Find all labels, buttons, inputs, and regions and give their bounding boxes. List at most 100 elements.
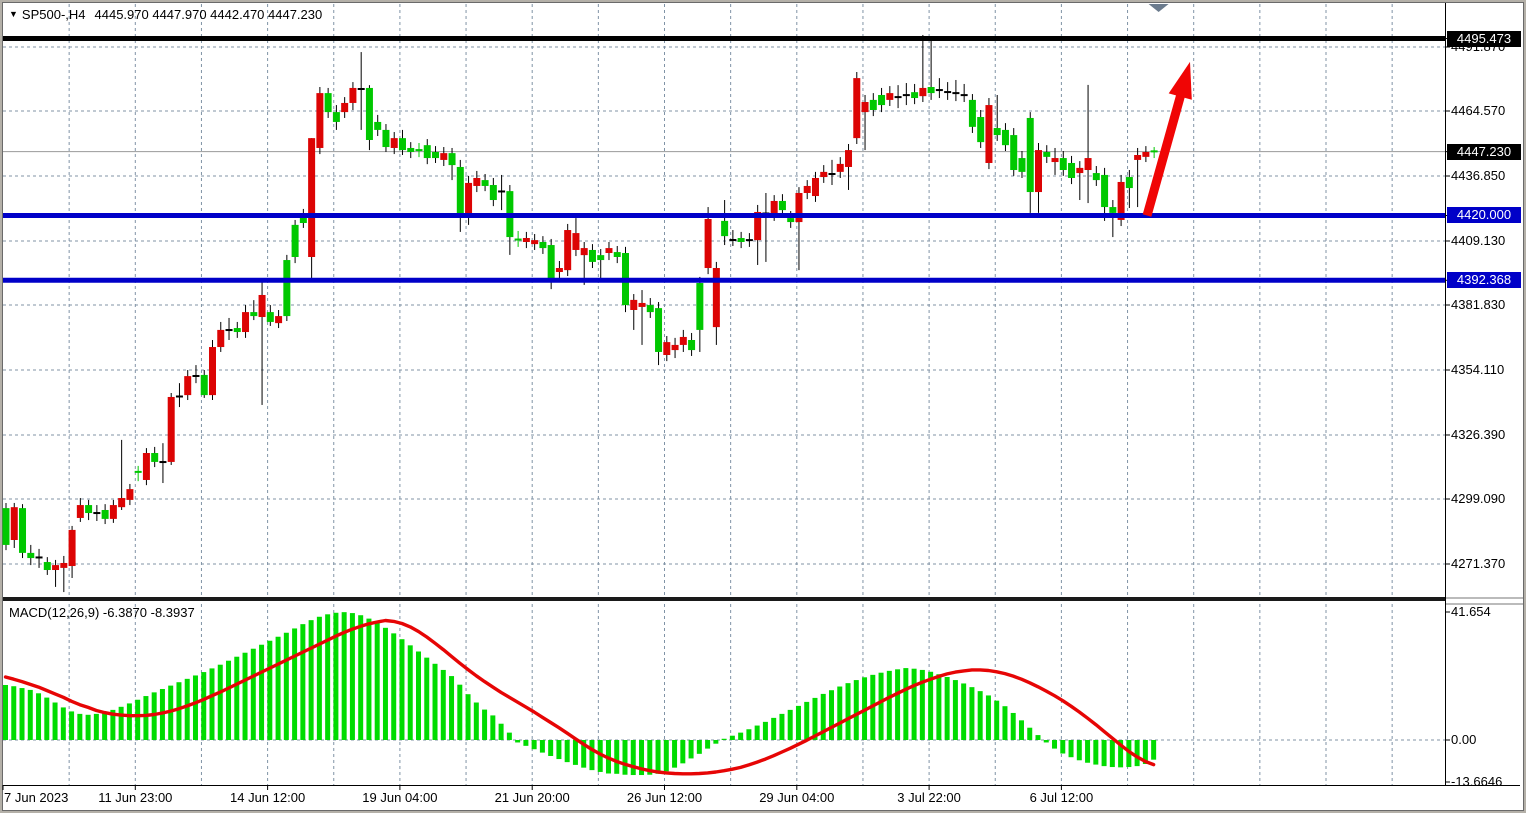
time-axis-label[interactable]: 11 Jun 23:00 (98, 790, 173, 805)
macd-bar (69, 711, 75, 740)
candle-body-bull (1001, 129, 1009, 146)
time-axis-label[interactable]: 7 Jun 2023 (4, 790, 69, 805)
macd-bar (382, 627, 388, 740)
chart-shift-marker-icon[interactable] (1148, 4, 1169, 12)
candle-body-bear (258, 294, 266, 318)
candle-body-bear (167, 396, 175, 462)
macd-bar (531, 740, 537, 750)
macd-bar (630, 740, 636, 776)
macd-bar (341, 612, 347, 740)
macd-bar (1126, 740, 1132, 768)
time-axis-label[interactable]: 3 Jul 22:00 (897, 790, 961, 805)
candle-body-bull (1059, 158, 1067, 171)
macd-bar (1043, 740, 1049, 743)
time-axis-label[interactable]: 21 Jun 20:00 (494, 790, 570, 805)
candle-body-bear (770, 200, 778, 216)
price-tick-label: 4436.850 (1451, 167, 1506, 183)
macd-bar (944, 677, 950, 740)
macd-bar (589, 740, 595, 771)
time-axis-label[interactable]: 19 Jun 04:00 (362, 790, 438, 805)
macd-bar (878, 672, 884, 740)
macd-bar (622, 740, 628, 775)
macd-bar (36, 693, 42, 740)
candle-body-bear (795, 192, 803, 223)
macd-bar (1142, 740, 1148, 764)
trend-arrow-icon[interactable] (1142, 61, 1192, 217)
macd-bar (1018, 720, 1024, 740)
candle-body-bull (547, 245, 555, 283)
time-axis-label[interactable]: 6 Jul 12:00 (1029, 790, 1094, 805)
candle-body-bull (85, 505, 93, 514)
candle-body-bear (242, 312, 250, 333)
candle-body-bull (233, 328, 241, 333)
macd-bar (316, 616, 322, 740)
candle-body-bear (68, 529, 76, 567)
candle-body-bull (878, 94, 886, 106)
candle-body-bull (365, 87, 373, 140)
candle-body-bear (845, 150, 853, 167)
candle-body-bull (481, 180, 489, 186)
macd-bar (399, 639, 405, 740)
macd-bar (482, 709, 488, 740)
price-tick-label: 4271.370 (1451, 555, 1506, 571)
macd-bar (300, 624, 306, 740)
macd-bar (581, 740, 587, 768)
candle-body-bear (638, 302, 646, 307)
price-tick-label: 4409.130 (1451, 232, 1506, 248)
macd-bar (275, 636, 281, 740)
macd-bar (283, 632, 289, 740)
candle-body-bull (1026, 117, 1034, 193)
macd-bar (746, 729, 752, 740)
candle-body-bull (1043, 151, 1051, 157)
candle-body-bull (250, 312, 258, 317)
macd-bar (118, 706, 124, 740)
macd-bar (85, 714, 91, 740)
macd-bar (1109, 740, 1115, 768)
price-tick-label: 4299.090 (1451, 490, 1506, 506)
macd-bar (952, 680, 958, 740)
candle-body-bear (555, 268, 563, 273)
candle-body-bull (597, 255, 605, 261)
candle-body-bear (1076, 167, 1084, 174)
candle-body-bear (836, 163, 844, 172)
macd-bar (308, 620, 314, 740)
panel-divider[interactable] (3, 597, 1445, 601)
time-axis-label[interactable]: 29 Jun 04:00 (759, 790, 835, 805)
macd-bar (705, 740, 711, 749)
macd-bar (919, 669, 925, 740)
macd-bar (1052, 740, 1058, 749)
symbol-dropdown-triangle-icon[interactable]: ▼ (9, 9, 18, 19)
candle-body-bear (308, 138, 316, 257)
candle-body-bear (704, 219, 712, 269)
candle-body-bull (911, 92, 919, 99)
candle-body-bear (820, 171, 828, 178)
candle-body-bull (407, 147, 415, 152)
macd-bar (1010, 712, 1016, 740)
macd-bar (1002, 706, 1008, 740)
candle-body-bear (580, 248, 588, 256)
ohlc-readout: 4445.970 4447.970 4442.470 4447.230 (94, 7, 323, 22)
candle-body-bull (1018, 158, 1026, 172)
macd-bar (523, 740, 529, 746)
candle-body-bull (489, 185, 497, 201)
macd-bar (407, 645, 413, 740)
candle-body-bear (1051, 158, 1059, 163)
candle-body-bear (142, 453, 150, 480)
time-axis-label[interactable]: 26 Jun 12:00 (626, 790, 703, 805)
macd-bar (226, 660, 232, 740)
candle-body-bull (200, 374, 208, 396)
chart-title: ▼ SP500-,H4 4445.970 4447.970 4442.470 444… (9, 7, 322, 22)
macd-bar (192, 675, 198, 740)
time-axis-label[interactable]: 14 Jun 12:00 (230, 790, 306, 805)
candle-body-bull (539, 241, 547, 249)
macd-bar (102, 712, 108, 740)
macd-bar (1093, 740, 1099, 765)
macd-bar (845, 683, 851, 740)
macd-bar (498, 723, 504, 740)
candle-body-bear (465, 182, 473, 218)
macd-bar (1076, 740, 1082, 761)
macd-bar (292, 628, 298, 740)
macd-bar (416, 651, 421, 740)
